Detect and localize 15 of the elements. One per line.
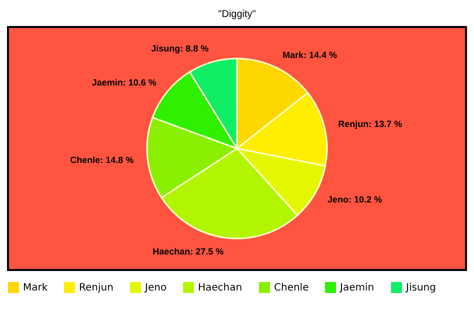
data-label: Chenle: 14.8 % xyxy=(70,155,134,166)
data-label: Jaemin: 10.6 % xyxy=(92,78,156,88)
legend-label: Jisung xyxy=(405,282,436,294)
legend-label: Jeno xyxy=(144,282,167,294)
legend-label: Chenle xyxy=(274,282,309,294)
data-label: Jisung: 8.8 % xyxy=(151,43,209,54)
legend-label: Jaemin xyxy=(339,282,374,294)
legend-label: Renjun xyxy=(79,282,114,294)
chart-title: "Diggity" xyxy=(218,9,256,20)
legend-label: Haechan xyxy=(198,282,242,294)
legend-label: Mark xyxy=(23,282,48,294)
data-label: Haechan: 27.5 % xyxy=(152,246,224,257)
data-label: Jeno: 10.2 % xyxy=(328,194,382,205)
data-label: Renjun: 13.7 % xyxy=(338,119,402,130)
data-label: Mark: 14.4 % xyxy=(282,50,337,60)
